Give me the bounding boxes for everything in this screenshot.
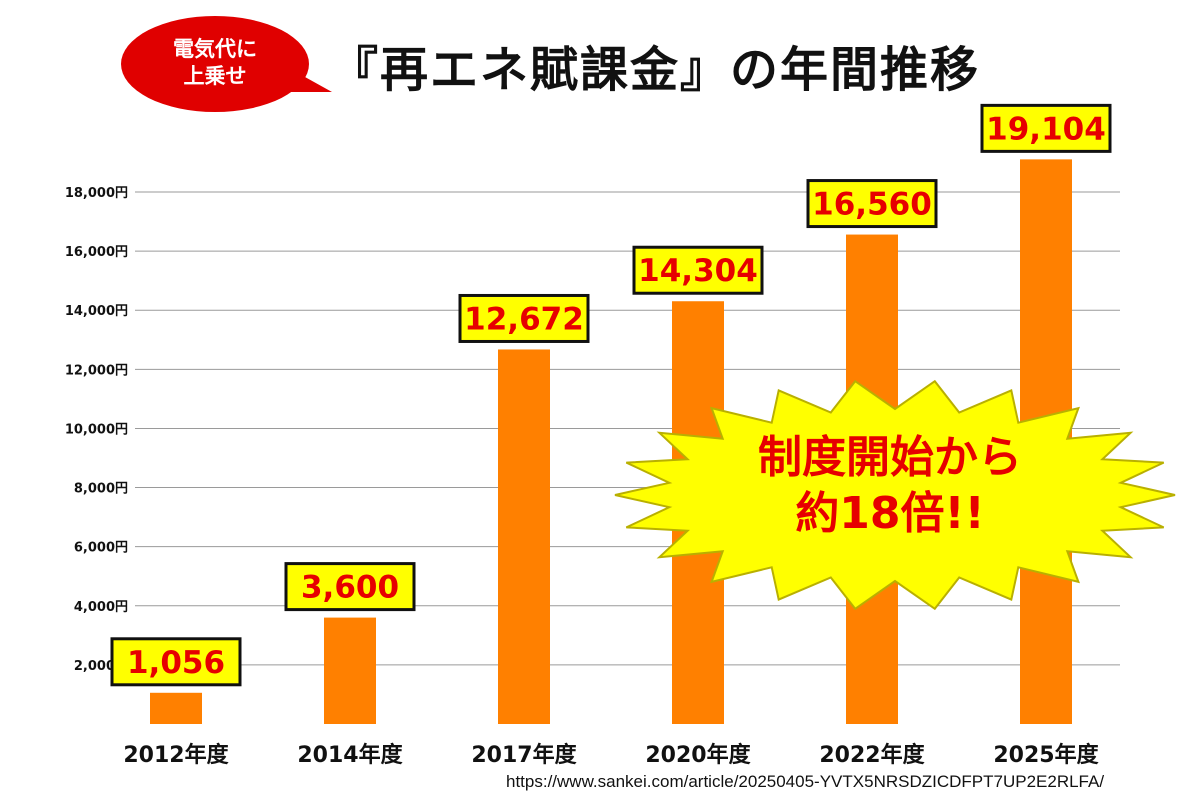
data-label-box xyxy=(284,562,416,612)
data-label-box xyxy=(980,103,1112,153)
callout-text: 制度開始から 約18倍!! xyxy=(758,432,1022,539)
x-tick-label: 2025年度 xyxy=(993,742,1099,768)
x-tick-label: 2017年度 xyxy=(471,742,577,768)
y-tick-label: 18,000円 xyxy=(65,186,128,201)
data-label-box xyxy=(806,179,938,229)
y-tick-label: 14,000円 xyxy=(65,304,128,319)
y-tick-label: 10,000円 xyxy=(65,422,128,437)
badge-text: 電気代に 上乗せ xyxy=(173,37,257,88)
badge-bubble-tail xyxy=(290,72,332,92)
x-tick-label: 2020年度 xyxy=(645,742,751,768)
data-label: 16,560 xyxy=(812,187,932,223)
data-label: 3,600 xyxy=(301,570,399,606)
y-tick-label: 12,000円 xyxy=(65,363,128,378)
chart-title: 『再エネ賦課金』の年間推移 xyxy=(330,42,981,98)
x-tick-label: 2022年度 xyxy=(819,742,925,768)
y-tick-label: 6,000円 xyxy=(74,541,128,556)
data-label: 19,104 xyxy=(986,111,1106,147)
bar xyxy=(324,617,376,724)
y-tick-label: 8,000円 xyxy=(74,482,128,497)
source-url: https://www.sankei.com/article/20250405-… xyxy=(506,772,1105,791)
x-tick-label: 2014年度 xyxy=(297,742,403,768)
data-label-box xyxy=(110,637,242,687)
bar xyxy=(150,692,202,724)
data-label: 12,672 xyxy=(464,301,584,337)
x-tick-label: 2012年度 xyxy=(123,742,229,768)
data-label: 1,056 xyxy=(127,645,225,681)
bar xyxy=(498,349,550,724)
y-tick-label: 4,000円 xyxy=(74,600,128,615)
badge-bubble xyxy=(121,16,309,112)
data-label-box xyxy=(632,245,764,295)
data-label-box xyxy=(458,293,590,343)
callout-starburst xyxy=(614,379,1176,611)
y-tick-label: 16,000円 xyxy=(65,245,128,260)
data-label: 14,304 xyxy=(638,253,758,289)
